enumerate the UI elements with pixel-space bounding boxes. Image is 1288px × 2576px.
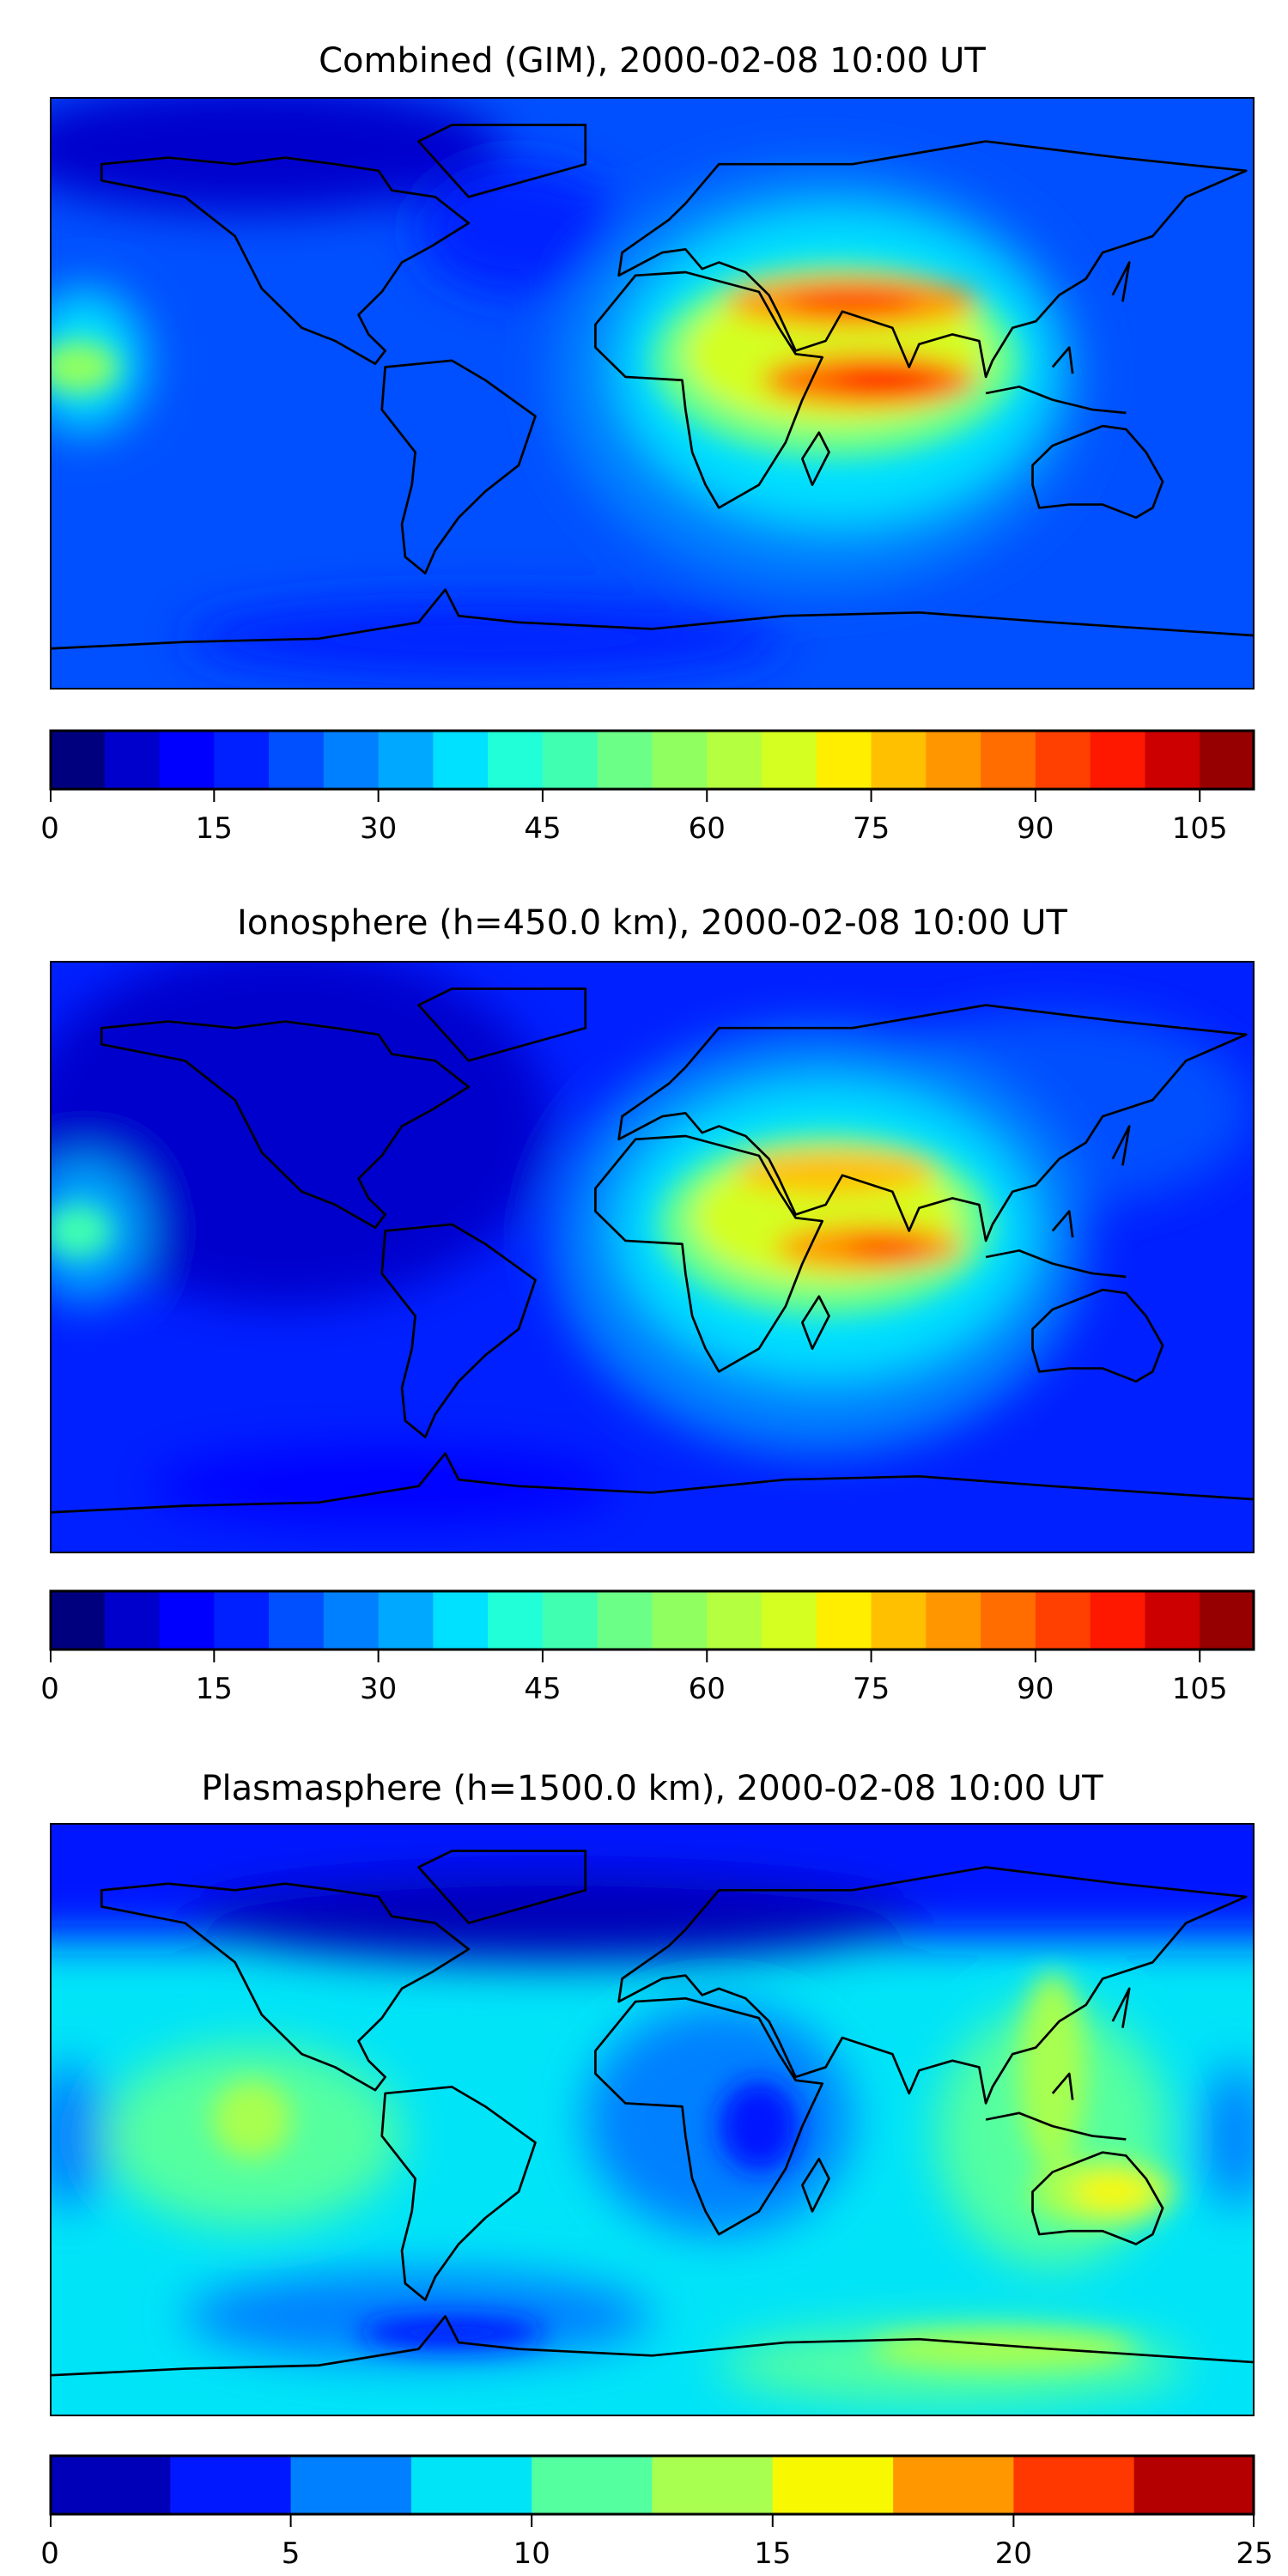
- colorbar-tick-label: 60: [689, 811, 726, 846]
- colorbar-level: [542, 730, 598, 790]
- colorbar-tick-label: 0: [40, 1672, 59, 1706]
- panel-3-colorbar: 0 5 10 15 20 25: [40, 2454, 1273, 2575]
- colorbar-level: [762, 730, 817, 790]
- panel-2-field: [52, 963, 1253, 1552]
- colorbar-tick-label: 45: [524, 811, 561, 846]
- colorbar-tick-label: 105: [1172, 811, 1228, 846]
- colorbar-level: [597, 1590, 653, 1650]
- colorbar-level: [104, 1590, 161, 1650]
- panel-1-field: [52, 99, 1253, 688]
- colorbar-level: [652, 2455, 774, 2515]
- panel-1-colorbar-svg: 0 15 30 45 60 75 90 105: [40, 729, 1255, 846]
- colorbar-level: [50, 730, 106, 790]
- colorbar-frame: [49, 1589, 1255, 1651]
- colorbar-level: [323, 730, 380, 790]
- colorbar-tick-label: 15: [196, 1672, 233, 1706]
- colorbar-tick-label: 0: [40, 2537, 59, 2571]
- colorbar-level: [214, 730, 270, 790]
- colorbar-level: [1035, 730, 1091, 790]
- colorbar-tick-label: 15: [754, 2537, 791, 2571]
- panel-3-title: Plasmasphere (h=1500.0 km), 2000-02-08 1…: [201, 1769, 1103, 1808]
- colorbar-tick-label: 30: [360, 1672, 397, 1706]
- colorbar-level: [926, 1590, 981, 1650]
- colorbar-level: [1145, 1590, 1200, 1650]
- colorbar-tick-label: 10: [513, 2537, 550, 2571]
- colorbar-level: [816, 730, 872, 790]
- colorbar-level: [1090, 1590, 1145, 1650]
- colorbar-level: [378, 1590, 434, 1650]
- colorbar-level: [981, 730, 1036, 790]
- colorbar-level: [1090, 730, 1145, 790]
- panel-1-title: Combined (GIM), 2000-02-08 10:00 UT: [319, 41, 986, 81]
- colorbar-level: [1200, 1590, 1255, 1650]
- colorbar-level: [433, 1590, 489, 1650]
- colorbar-level: [290, 2455, 412, 2515]
- colorbar-tick-label: 90: [1017, 811, 1054, 846]
- colorbar-level: [433, 730, 489, 790]
- colorbar-tick-label: 75: [853, 811, 890, 846]
- colorbar-tick-label: 105: [1172, 1672, 1228, 1706]
- colorbar-level: [1145, 730, 1200, 790]
- panel-2-title: Ionosphere (h=450.0 km), 2000-02-08 10:0…: [237, 903, 1067, 943]
- panel-1-map: [50, 97, 1255, 690]
- colorbar-tick-label: 25: [1236, 2537, 1273, 2571]
- colorbar-level: [323, 1590, 380, 1650]
- colorbar-level: [214, 1590, 270, 1650]
- colorbar-level: [926, 730, 981, 790]
- colorbar-level: [542, 1590, 598, 1650]
- colorbar-tick-label: 0: [40, 811, 59, 846]
- colorbar-level: [652, 730, 708, 790]
- colorbar-tick-label: 15: [196, 811, 233, 846]
- panel-1-colorbar: 0 15 30 45 60 75 90 105: [40, 729, 1255, 850]
- colorbar-frame: [49, 729, 1255, 791]
- colorbar-level: [410, 2455, 532, 2515]
- colorbar-level: [104, 730, 161, 790]
- colorbar-level: [50, 2455, 171, 2515]
- colorbar-level: [772, 2455, 894, 2515]
- colorbar-level: [597, 730, 653, 790]
- colorbar-level: [762, 1590, 817, 1650]
- colorbar-level: [707, 730, 762, 790]
- colorbar-level: [1013, 2455, 1135, 2515]
- colorbar-tick-label: 30: [360, 811, 397, 846]
- colorbar-level: [269, 730, 325, 790]
- colorbar-level: [893, 2455, 1014, 2515]
- colorbar-level: [488, 730, 544, 790]
- colorbar-level: [816, 1590, 872, 1650]
- colorbar-level: [1200, 730, 1255, 790]
- colorbar-level: [50, 1590, 106, 1650]
- colorbar-level: [532, 2455, 653, 2515]
- colorbar-tick-label: 5: [282, 2537, 301, 2571]
- colorbar-level: [488, 1590, 544, 1650]
- colorbar-tick-label: 45: [524, 1672, 561, 1706]
- colorbar-tick-label: 75: [853, 1672, 890, 1706]
- panel-2-colorbar-svg: 0 15 30 45 60 75 90 105: [40, 1589, 1255, 1706]
- colorbar-level: [269, 1590, 325, 1650]
- colorbar-level: [159, 730, 215, 790]
- colorbar-level: [1133, 2455, 1255, 2515]
- colorbar-frame: [49, 2454, 1255, 2516]
- panel-3-field: [52, 1825, 1253, 2415]
- colorbar-level: [871, 730, 927, 790]
- colorbar-level: [652, 1590, 708, 1650]
- colorbar-level: [159, 1590, 215, 1650]
- colorbar-tick-label: 60: [689, 1672, 726, 1706]
- panel-3-map: [50, 1823, 1255, 2416]
- colorbar-level: [707, 1590, 762, 1650]
- colorbar-level: [1035, 1590, 1091, 1650]
- panel-2-map: [50, 961, 1255, 1553]
- colorbar-tick-label: 90: [1017, 1672, 1054, 1706]
- colorbar-tick-label: 20: [995, 2537, 1032, 2571]
- colorbar-level: [378, 730, 434, 790]
- colorbar-level: [170, 2455, 292, 2515]
- colorbar-level: [981, 1590, 1036, 1650]
- colorbar-level: [871, 1590, 927, 1650]
- panel-3-colorbar-svg: 0 5 10 15 20 25: [40, 2454, 1273, 2571]
- panel-2-colorbar: 0 15 30 45 60 75 90 105: [40, 1589, 1255, 1710]
